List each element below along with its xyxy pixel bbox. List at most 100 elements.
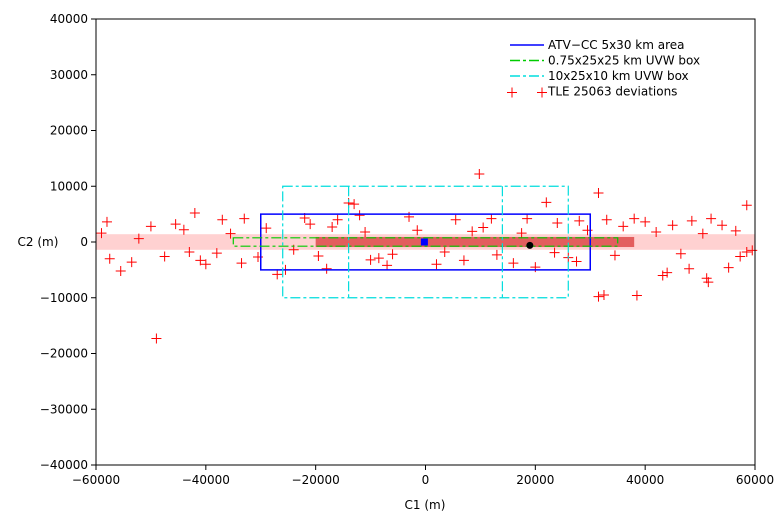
scatter-point [598, 289, 609, 300]
scatter-point [541, 197, 552, 208]
scatter-point [478, 222, 489, 233]
y-tick-label: −30000 [40, 402, 88, 416]
scatter-point [217, 214, 228, 225]
scatter-point [450, 214, 461, 225]
scatter-point [159, 251, 170, 262]
scatter-point [239, 213, 250, 224]
scatter-point [382, 260, 393, 271]
scatter-point [200, 259, 211, 270]
scatter-point [305, 219, 316, 230]
scatter-point [522, 213, 533, 224]
scatter-point [365, 254, 376, 265]
x-tick-label: −20000 [292, 473, 340, 487]
scatter-point [747, 245, 758, 256]
scatter-point [151, 333, 162, 344]
scatter-point [387, 249, 398, 260]
scatter-point [684, 263, 695, 274]
scatter-point [313, 250, 324, 261]
scatter-point [178, 224, 189, 235]
legend-label: TLE 25063 deviations [547, 85, 677, 99]
scatter-point [601, 214, 612, 225]
scatter-point [717, 220, 728, 231]
scatter-point [701, 273, 712, 284]
scatter-point [697, 228, 708, 239]
legend-swatch [507, 87, 517, 98]
scatter-point [491, 249, 502, 260]
y-tick-label: −40000 [40, 458, 88, 472]
box-outline [232, 237, 619, 247]
scatter-point [552, 218, 563, 229]
scatter-point [618, 221, 629, 232]
legend-label: 0.75x25x25 km UVW box [548, 54, 700, 68]
scatter-point [474, 168, 485, 179]
axes: −60000 −40000 −20000 0 20000 40000 60000400003… [40, 12, 774, 487]
scatter-point [730, 225, 741, 236]
x-tick-label: 20000 [516, 473, 554, 487]
scatter-point [225, 228, 236, 239]
x-tick-label: 0 [422, 473, 430, 487]
scatter-point [609, 250, 620, 261]
scatter-point [486, 213, 497, 224]
scatter-point [360, 226, 371, 237]
scatter-point [467, 226, 478, 237]
scatter-point [439, 247, 450, 258]
scatter-point [571, 256, 582, 267]
legend-label: ATV−CC 5x30 km area [548, 38, 684, 52]
scatter-point [115, 265, 126, 276]
scatter-point [373, 253, 384, 264]
scatter-point [354, 210, 365, 221]
scatter-point [321, 263, 332, 274]
scatter-point [651, 226, 662, 237]
y-tick-label: 10000 [50, 179, 88, 193]
scatter-point [741, 247, 752, 258]
scatter-point [189, 208, 200, 219]
x-tick-label: −40000 [182, 473, 230, 487]
plot-marks [96, 168, 758, 344]
scatter-point [629, 213, 640, 224]
scatter-point [101, 216, 112, 227]
scatter-point [272, 269, 283, 280]
scatter-point [349, 199, 360, 210]
scatter-point [640, 216, 651, 227]
x-axis-label: C1 (m) [405, 498, 446, 512]
legend-swatch [537, 87, 547, 98]
scatter-point [667, 220, 678, 231]
y-tick-label: −10000 [40, 291, 88, 305]
scatter-point [735, 251, 746, 262]
scatter-point [412, 225, 423, 236]
scatter-point [686, 215, 697, 226]
scatter-point [431, 259, 442, 270]
scatter-point [741, 200, 752, 211]
scatter-point [211, 248, 222, 259]
scatter-point [723, 262, 734, 273]
y-tick-label: 30000 [50, 68, 88, 82]
scatter-point [236, 258, 247, 269]
scatter-point [327, 221, 338, 232]
scatter-point [593, 187, 604, 198]
legend-label: 10x25x10 km UVW box [548, 69, 689, 83]
y-axis-label: C2 (m) [18, 235, 59, 249]
scatter-point [549, 247, 560, 258]
scatter-point [96, 228, 107, 239]
scatter-point [508, 258, 519, 269]
scatter-point [675, 248, 686, 259]
y-tick-label: 0 [80, 235, 88, 249]
deviation-core [315, 236, 635, 248]
box-outline [282, 185, 569, 299]
y-tick-label: 20000 [50, 124, 88, 138]
scatter-point [184, 247, 195, 258]
scatter-point [104, 253, 115, 264]
scatter-point [195, 255, 206, 266]
reference-marker-dot [526, 241, 534, 249]
scatter-point [582, 225, 593, 236]
scatter-point [126, 257, 137, 268]
scatter-point [133, 233, 144, 244]
x-tick-label: 40000 [626, 473, 664, 487]
scatter-point [261, 223, 272, 234]
y-tick-label: −20000 [40, 347, 88, 361]
scatter-point [662, 267, 673, 278]
scatter-point [657, 270, 668, 281]
scatter-point [332, 214, 343, 225]
y-tick-label: 40000 [50, 12, 88, 26]
box-outline [260, 213, 591, 271]
